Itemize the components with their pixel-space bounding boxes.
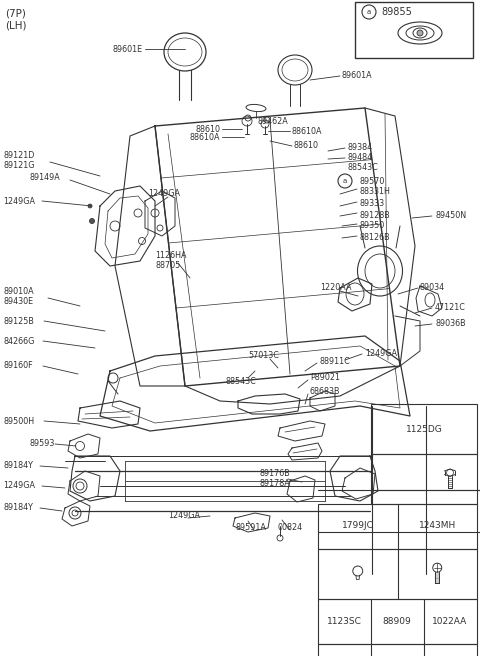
Text: 89178A: 89178A <box>260 480 291 489</box>
Text: 89121D: 89121D <box>3 152 35 161</box>
Text: 88610: 88610 <box>294 142 319 150</box>
Text: 89128B: 89128B <box>360 211 391 220</box>
Text: 1799JC: 1799JC <box>342 522 374 531</box>
Text: 88911C: 88911C <box>320 356 351 365</box>
Text: 1022AA: 1022AA <box>432 617 468 626</box>
Text: 1249GA: 1249GA <box>168 512 200 520</box>
Text: 89149A: 89149A <box>30 173 61 182</box>
Text: 89125B: 89125B <box>3 316 34 325</box>
Text: 88909: 88909 <box>383 617 411 626</box>
Text: 89160F: 89160F <box>3 361 33 371</box>
Text: 89462A: 89462A <box>258 117 289 125</box>
Text: 89450N: 89450N <box>435 211 466 220</box>
Bar <box>355 2 473 58</box>
Text: 1123SC: 1123SC <box>326 617 361 626</box>
Text: 89333: 89333 <box>360 199 385 209</box>
Text: 89570: 89570 <box>360 176 385 186</box>
Circle shape <box>417 30 423 36</box>
Text: a: a <box>367 9 371 15</box>
Text: 89184Y: 89184Y <box>3 504 33 512</box>
Bar <box>318 549 477 599</box>
Text: (7P): (7P) <box>5 9 26 19</box>
Text: 89601E: 89601E <box>113 45 143 54</box>
Text: 89500H: 89500H <box>3 417 34 426</box>
Text: 89593: 89593 <box>30 440 55 449</box>
Bar <box>318 599 477 644</box>
Text: 1249GA: 1249GA <box>3 197 35 205</box>
Text: 89591A: 89591A <box>236 523 267 533</box>
Text: 1126HA: 1126HA <box>155 251 187 260</box>
Text: 1249GA: 1249GA <box>365 350 397 358</box>
Text: 88610A: 88610A <box>292 127 323 136</box>
Text: (LH): (LH) <box>5 21 26 31</box>
Text: 88331H: 88331H <box>360 186 391 195</box>
Text: 84266G: 84266G <box>3 337 35 346</box>
Circle shape <box>89 218 95 224</box>
Text: 89855: 89855 <box>381 7 412 17</box>
Text: 89184Y: 89184Y <box>3 462 33 470</box>
Bar <box>316 404 480 576</box>
Text: 89176B: 89176B <box>260 470 291 478</box>
Text: 88543C: 88543C <box>348 163 379 173</box>
Text: a: a <box>343 178 347 184</box>
Text: 68683B: 68683B <box>310 388 340 396</box>
Text: 89010A: 89010A <box>3 287 34 295</box>
Text: 89484: 89484 <box>348 154 373 163</box>
Text: P89021: P89021 <box>310 373 340 382</box>
Text: 88705: 88705 <box>155 262 180 270</box>
Text: 89034: 89034 <box>420 283 445 293</box>
Text: 1249GA: 1249GA <box>3 482 35 491</box>
Text: 89601A: 89601A <box>342 72 372 81</box>
Text: 88126B: 88126B <box>360 234 391 243</box>
Text: 1125DG: 1125DG <box>406 424 443 434</box>
Bar <box>371 454 477 504</box>
Bar <box>318 644 477 656</box>
Text: 1220AA: 1220AA <box>320 283 351 293</box>
Bar <box>371 404 477 454</box>
Text: 47121C: 47121C <box>435 304 466 312</box>
Bar <box>318 406 480 574</box>
Text: 1249GA: 1249GA <box>148 190 180 199</box>
Text: 00824: 00824 <box>278 523 303 533</box>
Text: 88543C: 88543C <box>225 377 256 386</box>
Text: 88610A: 88610A <box>190 133 220 142</box>
Text: 89036B: 89036B <box>435 319 466 329</box>
Text: 89121G: 89121G <box>3 161 35 169</box>
Text: 88610: 88610 <box>195 125 220 134</box>
Text: 89430E: 89430E <box>3 297 33 306</box>
Text: 57013C: 57013C <box>248 352 279 361</box>
Text: 89350: 89350 <box>360 222 385 230</box>
Circle shape <box>88 204 92 208</box>
Text: 89384: 89384 <box>348 144 373 152</box>
Text: 1243MH: 1243MH <box>419 522 456 531</box>
Bar <box>318 504 477 549</box>
